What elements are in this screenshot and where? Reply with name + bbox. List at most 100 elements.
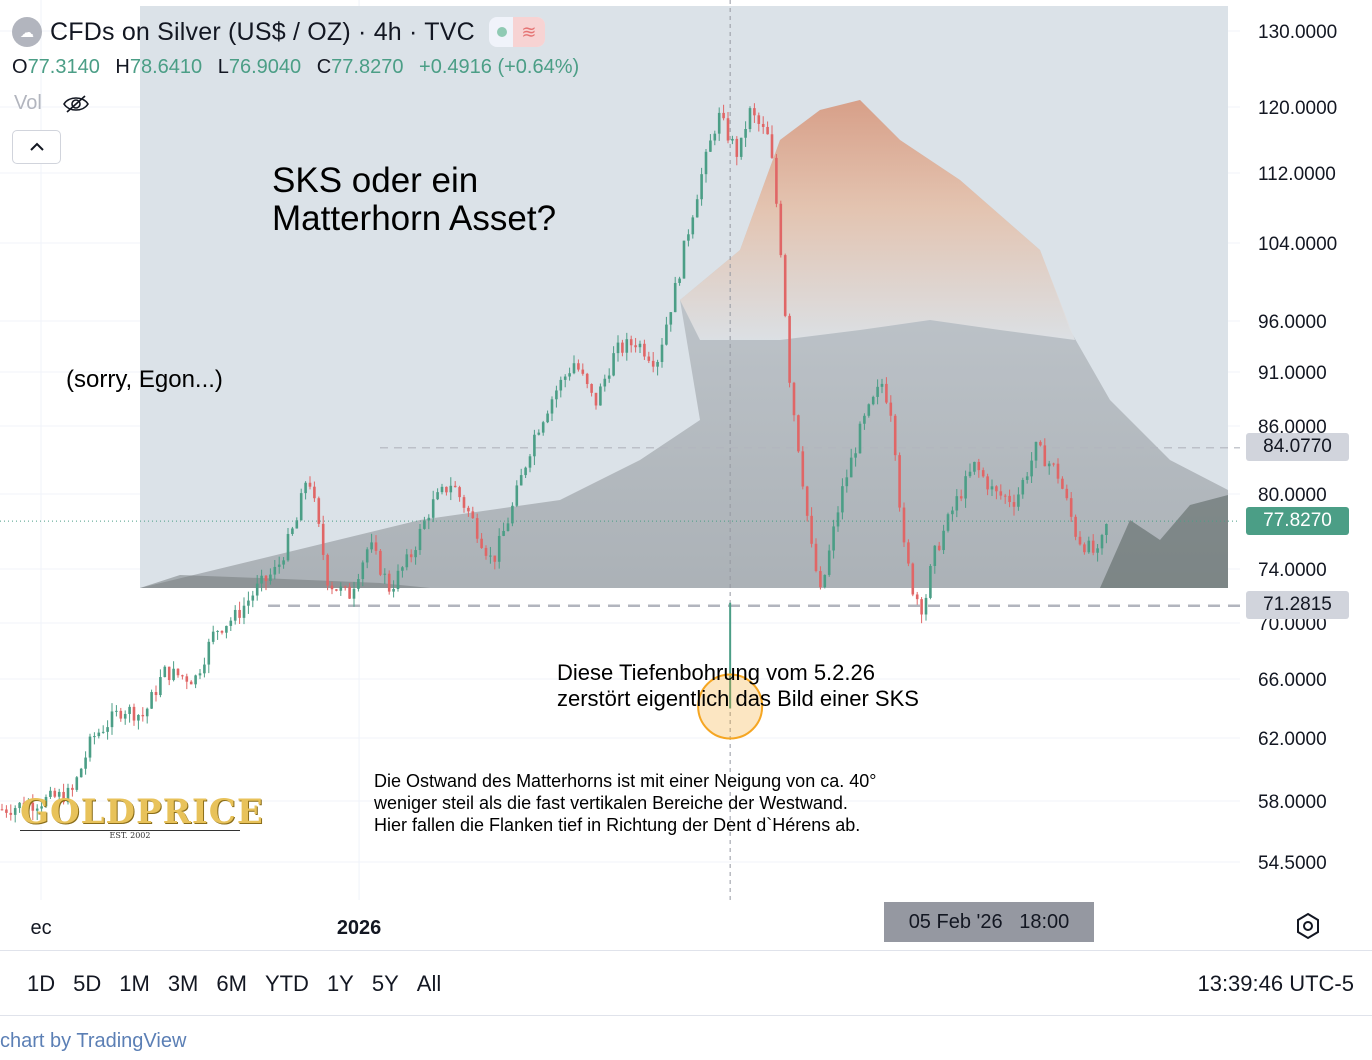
annotation-sorry[interactable]: (sorry, Egon...) bbox=[66, 366, 223, 393]
y-tick-label-13: 54.5000 bbox=[1258, 853, 1327, 874]
symbol-title[interactable]: CFDs on Silver (US$ / OZ) · 4h · TVC bbox=[50, 17, 475, 46]
candle-body-181 bbox=[797, 415, 800, 452]
candle-body-172 bbox=[757, 115, 761, 124]
level-tag-high[interactable]: 84.0770 bbox=[1246, 433, 1349, 461]
volume-indicator[interactable]: Vol bbox=[14, 92, 90, 115]
goldprice-logo: GOLDPRICE EST. 2002 bbox=[20, 792, 263, 840]
candle-body-114 bbox=[502, 530, 505, 536]
candle-body-72 bbox=[317, 498, 321, 524]
candle-body-169 bbox=[744, 129, 747, 138]
candle-body-249 bbox=[1096, 548, 1099, 553]
candle-body-194 bbox=[854, 453, 857, 458]
candle-body-231 bbox=[1017, 494, 1020, 507]
range-button-1d[interactable]: 1D bbox=[18, 971, 64, 997]
annotation-dip-line1: Diese Tiefenbohrung vom 5.2.26 bbox=[557, 660, 875, 685]
y-tick-label-3: 104.0000 bbox=[1258, 234, 1337, 255]
candle-body-244 bbox=[1074, 516, 1077, 537]
level-tag-low[interactable]: 71.2815 bbox=[1246, 591, 1349, 619]
wave-icon: ≋ bbox=[512, 17, 545, 47]
range-button-all[interactable]: All bbox=[408, 971, 450, 997]
candle-body-225 bbox=[990, 486, 994, 490]
symbol-header: ☁ CFDs on Silver (US$ / OZ) · 4h · TVC ≋… bbox=[12, 14, 579, 164]
range-button-6m[interactable]: 6M bbox=[207, 971, 256, 997]
market-status[interactable]: ≋ bbox=[488, 17, 545, 47]
candle-body-67 bbox=[295, 520, 299, 529]
range-button-5y[interactable]: 5Y bbox=[363, 971, 408, 997]
clock[interactable]: 13:39:46 UTC-5 bbox=[1197, 971, 1354, 996]
candle-body-96 bbox=[423, 520, 426, 529]
settings-icon[interactable] bbox=[1294, 912, 1322, 940]
candle-body-38 bbox=[167, 666, 171, 681]
candle-body-195 bbox=[858, 423, 862, 454]
candle-body-241 bbox=[1061, 478, 1064, 489]
crosshair-time-label: 05 Feb '26 18:00 bbox=[884, 902, 1094, 942]
range-button-ytd[interactable]: YTD bbox=[256, 971, 318, 997]
annotation-title[interactable]: SKS oder ein Matterhorn Asset? bbox=[272, 162, 556, 238]
price-chart[interactable]: 130.0000 120.0000 112.0000 104.0000 96.0000 9… bbox=[0, 0, 1372, 950]
candle-body-113 bbox=[497, 535, 501, 562]
candle-body-235 bbox=[1034, 441, 1038, 461]
candle-body-60 bbox=[264, 575, 268, 581]
candle-body-189 bbox=[832, 526, 835, 551]
eye-hidden-icon[interactable] bbox=[62, 94, 90, 114]
candle-body-107 bbox=[471, 511, 475, 519]
candle-body-106 bbox=[467, 507, 470, 512]
close-value: 77.8270 bbox=[331, 56, 404, 78]
candle-body-109 bbox=[480, 538, 483, 548]
candle-body-14 bbox=[62, 791, 65, 803]
attribution-link[interactable]: chart by TradingView bbox=[0, 1030, 187, 1052]
candle-body-39 bbox=[172, 668, 175, 681]
candle-body-222 bbox=[977, 461, 981, 471]
candle-body-55 bbox=[242, 605, 246, 618]
candle-body-239 bbox=[1052, 463, 1055, 465]
status-dot-icon bbox=[496, 27, 507, 37]
candle-body-127 bbox=[559, 379, 563, 391]
candle-body-149 bbox=[656, 361, 659, 367]
candle-body-129 bbox=[568, 373, 571, 377]
candle-body-148 bbox=[651, 360, 655, 367]
annotation-east-line1: Die Ostwand des Matterhorns ist mit eine… bbox=[374, 771, 877, 791]
high-label: H bbox=[115, 56, 130, 78]
candle-body-61 bbox=[269, 574, 272, 581]
candle-body-227 bbox=[999, 491, 1003, 496]
candle-body-112 bbox=[493, 555, 497, 562]
y-tick-label-8: 74.0000 bbox=[1258, 560, 1327, 581]
candle-body-51 bbox=[225, 625, 228, 633]
candle-body-117 bbox=[515, 485, 519, 506]
annotation-dip[interactable]: Diese Tiefenbohrung vom 5.2.26 zerstört … bbox=[557, 660, 919, 712]
candle-body-163 bbox=[717, 112, 721, 134]
y-tick-label-4: 96.0000 bbox=[1258, 312, 1327, 333]
candle-body-123 bbox=[541, 422, 545, 433]
candle-body-203 bbox=[893, 415, 897, 456]
candle-body-143 bbox=[629, 339, 633, 346]
annotation-eastface[interactable]: Die Ostwand des Matterhorns ist mit eine… bbox=[374, 770, 876, 836]
chevron-up-icon bbox=[29, 142, 44, 151]
low-label: L bbox=[217, 56, 229, 78]
candle-body-128 bbox=[563, 376, 567, 380]
y-tick-label-9: 70.0000 bbox=[1258, 614, 1327, 635]
candle-body-30 bbox=[132, 706, 136, 721]
candle-body-18 bbox=[79, 768, 83, 778]
collapse-legend-button[interactable] bbox=[12, 130, 61, 164]
candle-body-65 bbox=[286, 533, 290, 561]
chart-area[interactable]: 130.0000 120.0000 112.0000 104.0000 96.0000 9… bbox=[0, 0, 1372, 950]
candle-body-76 bbox=[335, 589, 338, 591]
range-button-1y[interactable]: 1Y bbox=[318, 971, 363, 997]
candle-body-186 bbox=[819, 571, 822, 588]
candle-body-230 bbox=[1012, 502, 1016, 507]
candle-body-170 bbox=[748, 108, 752, 130]
candle-body-236 bbox=[1039, 441, 1042, 446]
last-price-tag[interactable]: 77.8270 bbox=[1246, 507, 1349, 535]
candle-body-110 bbox=[484, 547, 488, 556]
candle-body-178 bbox=[783, 255, 787, 316]
candle-body-98 bbox=[431, 499, 435, 518]
candle-body-0 bbox=[0, 809, 4, 811]
range-button-1m[interactable]: 1M bbox=[110, 971, 159, 997]
range-button-3m[interactable]: 3M bbox=[159, 971, 208, 997]
range-button-5d[interactable]: 5D bbox=[64, 971, 110, 997]
annotation-title-line1: SKS oder ein bbox=[272, 161, 479, 200]
candle-body-31 bbox=[137, 714, 140, 721]
candle-body-74 bbox=[326, 554, 329, 586]
candle-body-82 bbox=[361, 562, 365, 580]
candle-body-116 bbox=[511, 505, 514, 524]
